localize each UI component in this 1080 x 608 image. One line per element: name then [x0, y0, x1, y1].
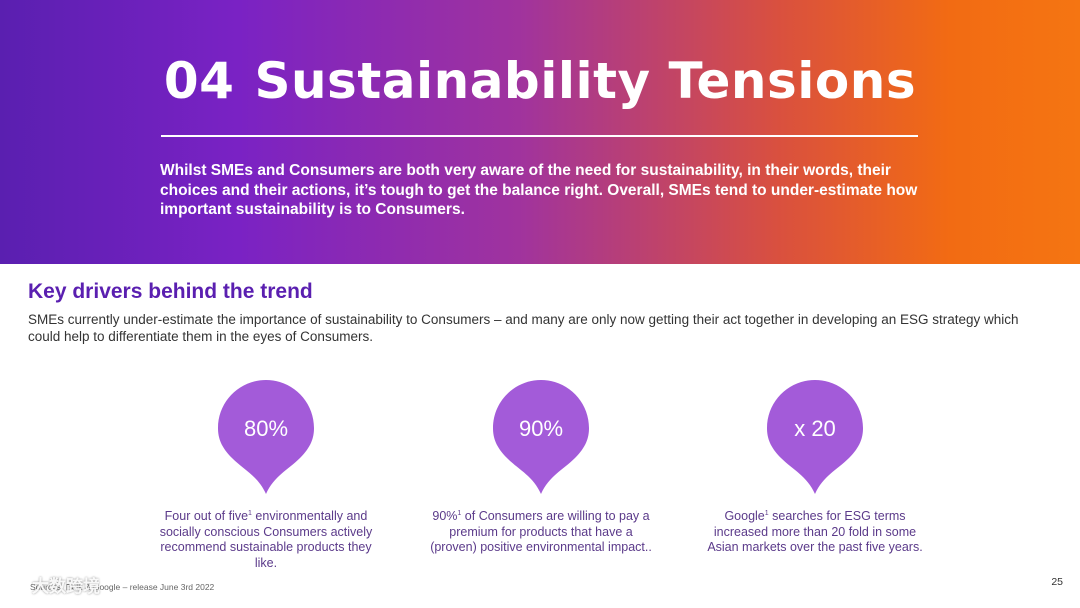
- lead-paragraph: Whilst SMEs and Consumers are both very …: [160, 162, 918, 218]
- section-description: SMEs currently under-estimate the import…: [28, 312, 1019, 344]
- slide-title: 04 Sustainability Tensions: [0, 52, 1080, 110]
- stat-caption: 90%1 of Consumers are willing to pay a p…: [430, 509, 652, 555]
- watermark: 大数跨境: [6, 572, 100, 597]
- stat-value: 80%: [243, 416, 289, 441]
- header-banner: 04 Sustainability Tensions Whilst SMEs an…: [0, 0, 1080, 264]
- section-title: Key drivers behind the trend: [28, 280, 313, 303]
- stat-caption: Google1 searches for ESG terms increased…: [707, 509, 923, 555]
- title-divider: [161, 135, 918, 137]
- location-pin-icon: 80%: [218, 380, 314, 494]
- location-pin-icon: x 20: [767, 380, 863, 494]
- stat-value: 90%: [518, 416, 564, 441]
- source-footnote: Sources: Bulk & Google – release June 3r…: [30, 582, 215, 592]
- location-pin-icon: 90%: [493, 380, 589, 494]
- section-number: 04: [163, 52, 235, 110]
- page-number: 25: [1051, 576, 1063, 588]
- stat-caption: Four out of five1 environmentally and so…: [159, 509, 373, 570]
- watermark-logo-icon: [7, 578, 27, 591]
- stat-value: x 20: [794, 416, 836, 441]
- watermark-text: 大数跨境: [32, 577, 100, 596]
- title-text: Sustainability Tensions: [254, 52, 917, 110]
